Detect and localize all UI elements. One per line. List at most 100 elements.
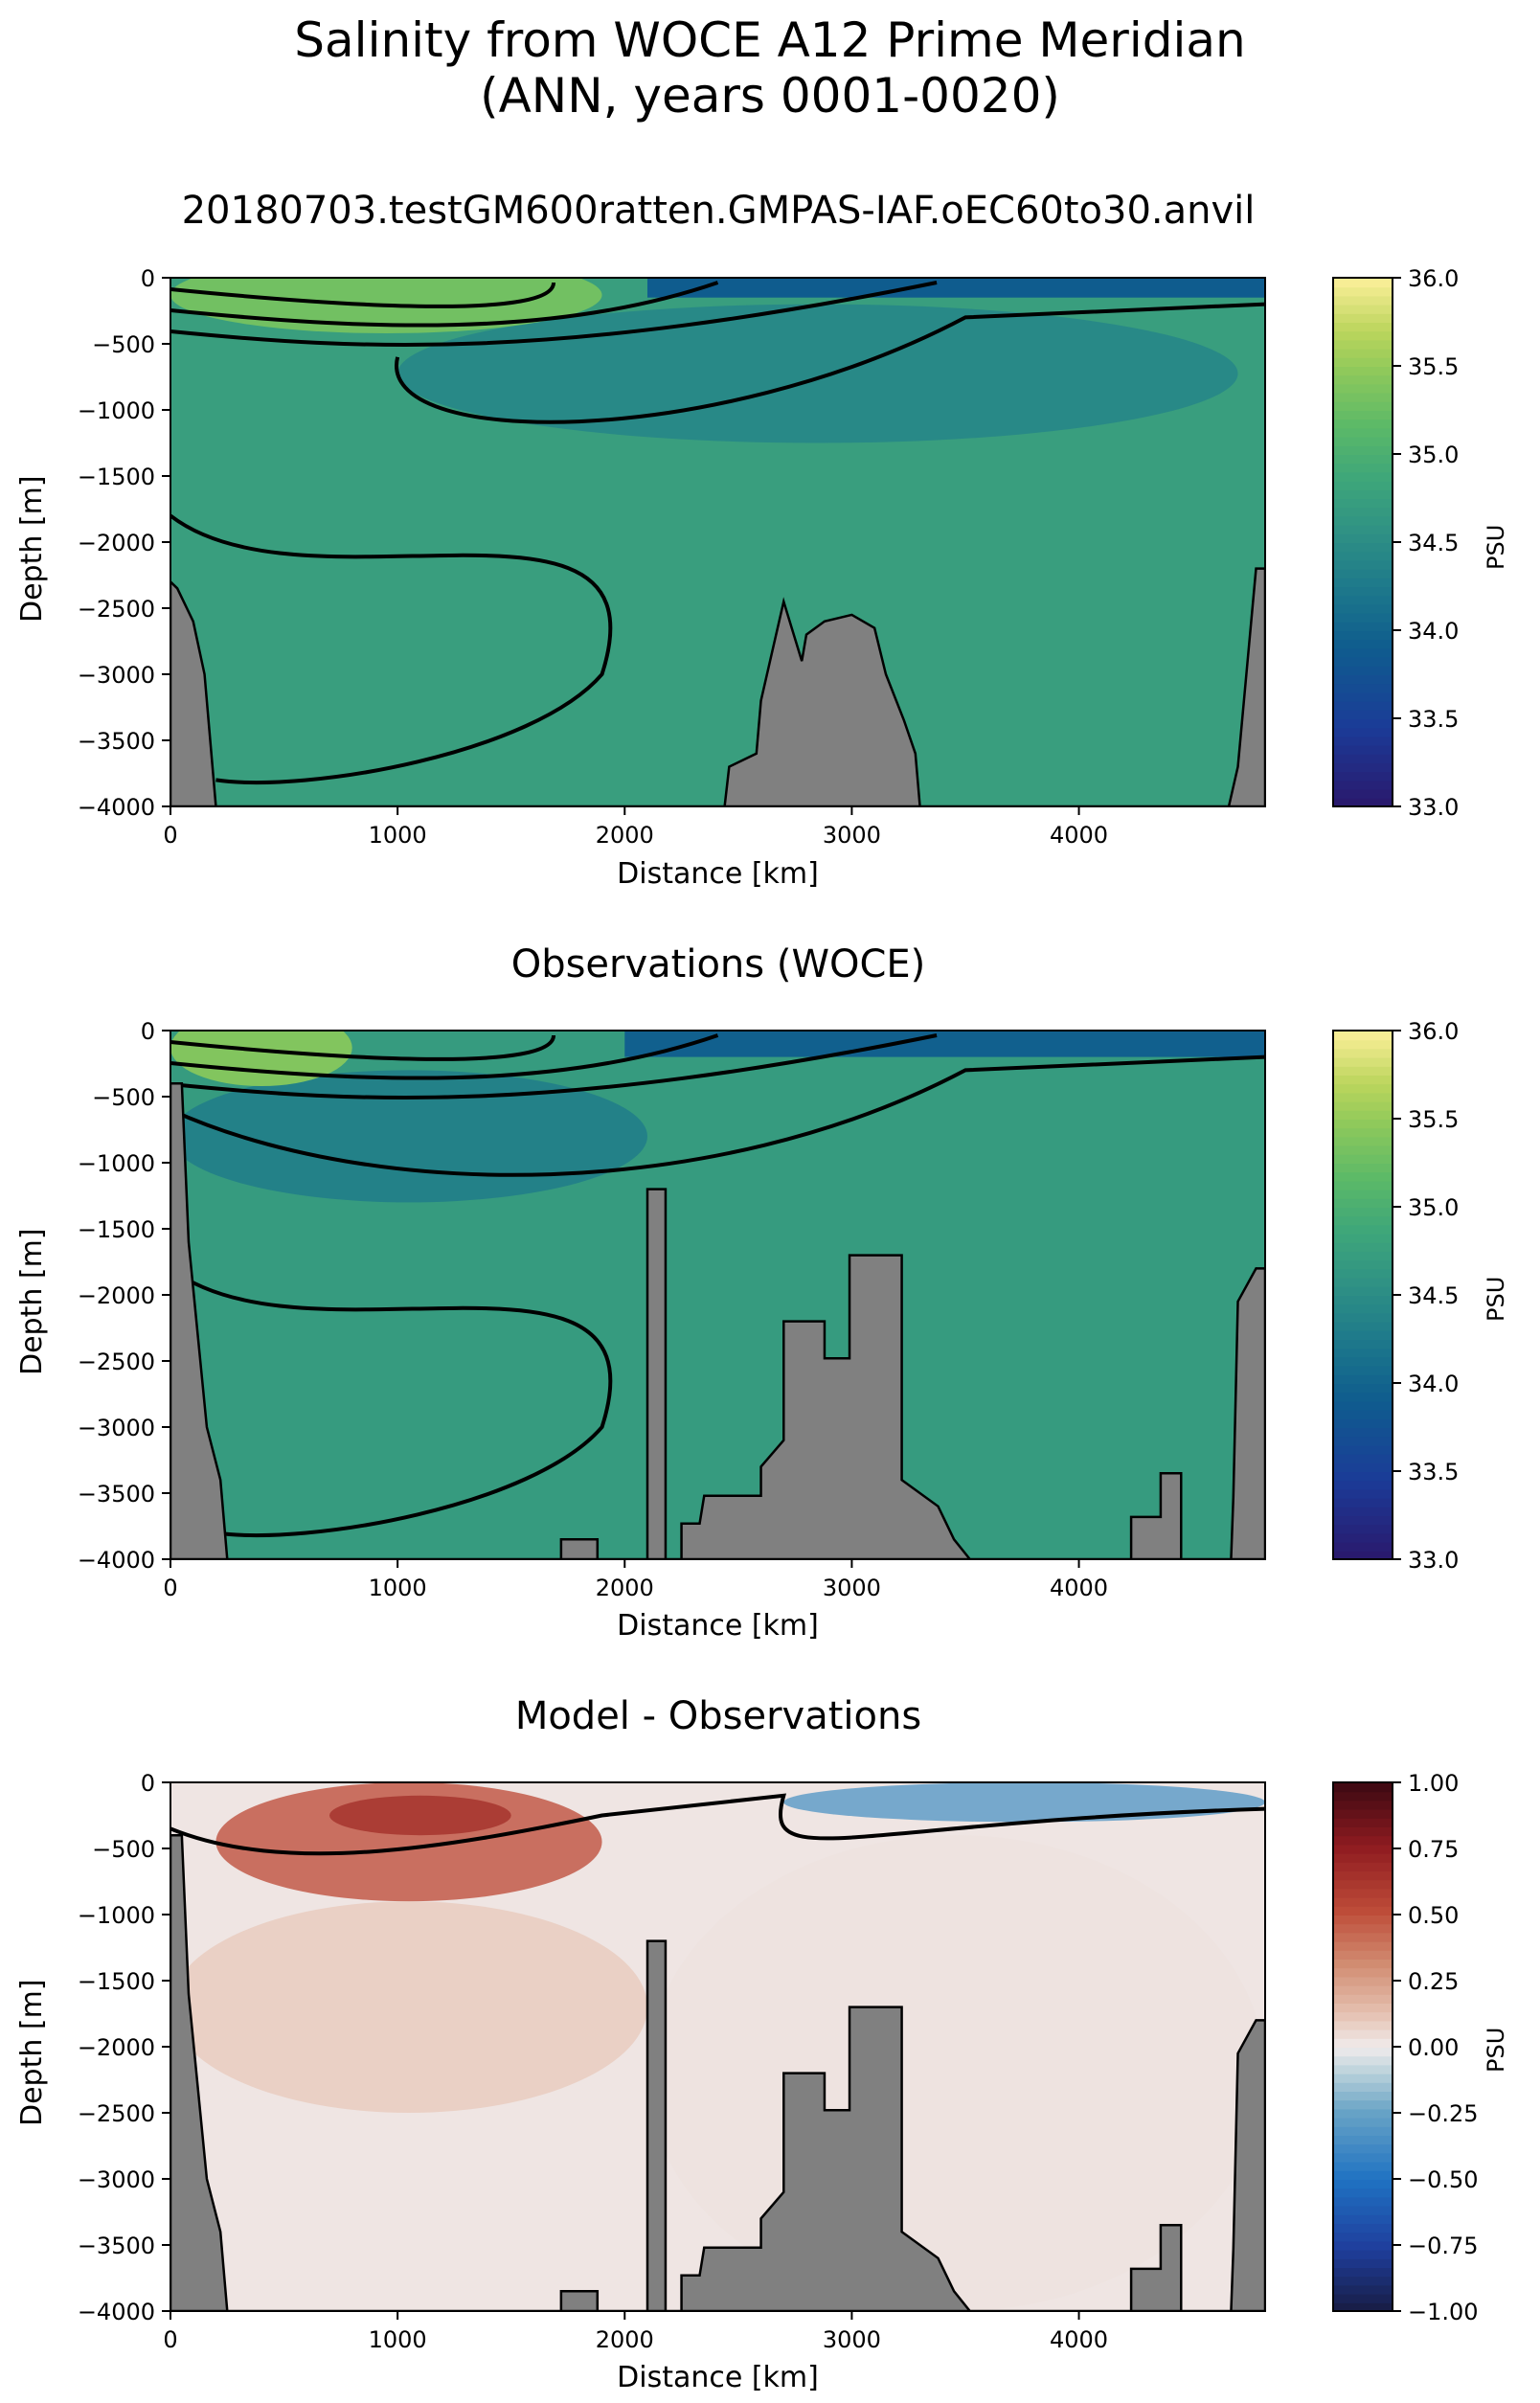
colorbar-segment [1333,2188,1393,2198]
colorbar-segment [1333,286,1393,297]
colorbar-segment [1333,683,1393,693]
colorbar-segment [1333,1879,1393,1890]
y-tick-label: −3500 [78,1481,155,1508]
y-tick-label: −1500 [78,1968,155,1995]
colorbar-segment [1333,551,1393,561]
contour-line [170,1054,1265,1177]
colorbar-segment [1333,2161,1393,2171]
colorbar-tick-label: 33.5 [1408,1459,1459,1485]
colorbar-segment [1333,444,1393,455]
colorbar-segment [1333,1048,1393,1058]
anomaly-region [783,1782,1265,1823]
x-tick-label: 1000 [369,1575,427,1601]
colorbar-segment [1333,1453,1393,1463]
colorbar-segment [1333,1251,1393,1261]
panel3-colorbar-label: PSU [1483,2027,1509,2073]
colorbar-segment [1333,2011,1393,2022]
colorbar-segment [1333,762,1393,773]
panel3-ylabel: Depth [m] [15,1979,49,2126]
panel1-field [170,278,1265,806]
colorbar-segment [1333,1480,1393,1490]
colorbar-segment [1333,1075,1393,1085]
x-tick-label: 2000 [596,822,654,849]
colorbar-segment [1333,639,1393,649]
x-tick-label: 2000 [596,1575,654,1601]
colorbar-segment [1333,2003,1393,2013]
colorbar-segment [1333,2117,1393,2127]
colorbar-segment [1333,1400,1393,1411]
colorbar-segment [1333,603,1393,614]
colorbar-segment [1333,1065,1393,1076]
colorbar-segment [1333,480,1393,490]
colorbar-segment [1333,1312,1393,1323]
colorbar-segment [1333,295,1393,306]
colorbar-segment [1333,559,1393,570]
panel3-colorbar: −1.00 −0.75 −0.50 −0.25 0.00 0.25 0.50 0.75 1.00 [1332,1770,1479,2325]
y-tick-label: −3000 [78,1415,155,1441]
colorbar-segment [1333,577,1393,587]
colorbar-segment [1333,348,1393,358]
colorbar-segment [1333,1241,1393,1252]
colorbar-segment [1333,1100,1393,1111]
colorbar-segment [1333,400,1393,411]
y-tick-label: −2500 [78,1349,155,1375]
colorbar-segment [1333,621,1393,631]
colorbar-segment [1333,322,1393,332]
colorbar-segment [1333,2169,1393,2180]
colorbar-segment [1333,1277,1393,1287]
colorbar-segment [1333,1896,1393,1907]
colorbar-segment [1333,1392,1393,1402]
colorbar-tick-label: 34.5 [1408,1282,1459,1309]
contour-line [170,1266,613,1538]
bathymetry [170,1833,1265,2311]
colorbar-segment [1333,1940,1393,1951]
colorbar-segment [1333,1436,1393,1446]
colorbar-segment [1333,2099,1393,2110]
colorbar-segment [1333,1870,1393,1881]
colorbar-tick-label: 0.50 [1408,1902,1459,1929]
colorbar-segment [1333,1321,1393,1331]
x-tick-label: 4000 [1050,2326,1108,2353]
colorbar-segment [1333,1959,1393,1969]
y-tick-label: −3000 [78,2166,155,2193]
colorbar-segment [1333,2081,1393,2092]
colorbar-segment [1333,1092,1393,1102]
colorbar-segment [1333,454,1393,465]
colorbar-segment [1333,1471,1393,1482]
colorbar-segment [1333,1826,1393,1837]
y-tick-label: −4000 [78,2299,155,2325]
colorbar-segment [1333,1791,1393,1802]
colorbar-segment [1333,524,1393,534]
colorbar-segment [1333,1427,1393,1438]
colorbar-segment [1333,1039,1393,1050]
contour-line [170,282,556,308]
colorbar-segment [1333,1127,1393,1138]
colorbar-segment [1333,1348,1393,1358]
colorbar-segment [1333,1136,1393,1146]
y-tick-label: −2000 [78,1282,155,1309]
colorbar-segment [1333,1259,1393,1270]
x-tick-label: 4000 [1050,1575,1108,1601]
colorbar-segment [1333,2249,1393,2259]
colorbar-segment [1333,1861,1393,1871]
colorbar-segment [1333,2073,1393,2083]
colorbar-segment [1333,1506,1393,1516]
colorbar-segment [1333,507,1393,517]
colorbar-segment [1333,2020,1393,2030]
colorbar-segment [1333,2205,1393,2215]
colorbar-segment [1333,2293,1393,2303]
y-tick-label: −3000 [78,662,155,689]
colorbar-segment [1333,727,1393,737]
y-tick-label: −500 [92,331,155,358]
colorbar-tick-label: 35.5 [1408,353,1459,380]
colorbar-segment [1333,2301,1393,2312]
colorbar-segment [1333,1180,1393,1190]
colorbar-segment [1333,2091,1393,2101]
colorbar-segment [1333,595,1393,605]
colorbar-segment [1333,436,1393,446]
panel1-axes: 0 1000 2000 3000 4000 0 −500 −1000 −1500 −2000 −25… [78,265,1266,849]
colorbar-segment [1333,383,1393,394]
x-tick-label: 0 [163,2326,177,2353]
colorbar-segment [1333,788,1393,799]
